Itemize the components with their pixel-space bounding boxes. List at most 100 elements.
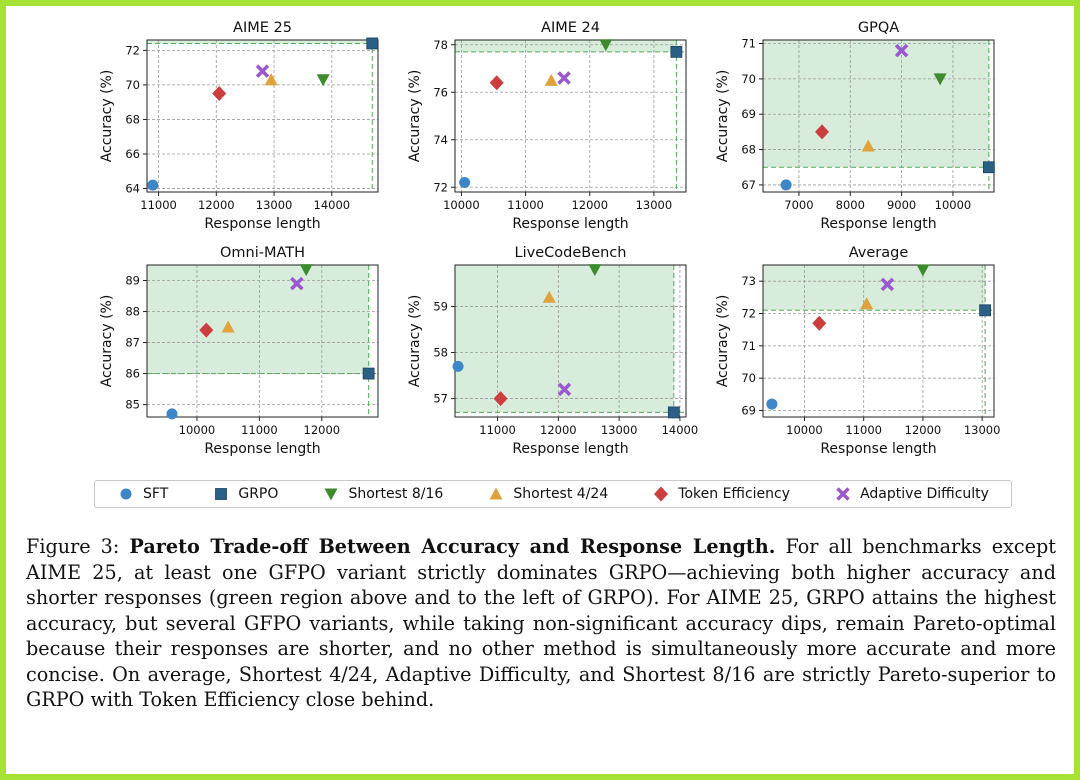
y-tick-label: 58	[433, 346, 448, 360]
point-adaptive-difficulty	[255, 64, 270, 78]
point-grpo	[667, 406, 680, 419]
point-shortest-4-24	[544, 73, 558, 86]
y-axis-label: Accuracy (%)	[407, 70, 423, 163]
x-axis-label: Response length	[512, 216, 628, 232]
y-tick-label: 76	[433, 85, 448, 99]
legend-label: Adaptive Difficulty	[860, 486, 989, 502]
panel-aime-25: 11000 12000 13000 14000 64 66 68 70 72 AIME 25 Res…	[99, 20, 379, 232]
caption-body: For all benchmarks except AIME 25, at le…	[26, 535, 1056, 711]
point-adaptive-difficulty	[557, 71, 571, 85]
legend-marker-token-efficiency	[654, 486, 669, 502]
x-axis-label: Response length	[820, 216, 936, 232]
panel-livecodebench: 11000 12000 13000 14000 57 58 59 LiveCodeBench R…	[407, 245, 698, 457]
legend-label: Token Efficiency	[678, 486, 791, 502]
point-token-efficiency	[212, 86, 227, 102]
figure-caption: Figure 3: Pareto Trade-off Between Accur…	[26, 534, 1056, 713]
x-tick-label: 12000	[571, 198, 608, 212]
x-tick-label: 13000	[964, 423, 1001, 437]
x-tick-label: 14000	[314, 198, 351, 212]
axes-frame	[454, 264, 687, 418]
panel-aime-24: 10000 11000 12000 13000 72 74 76 78 AIME 24 Respo…	[407, 20, 687, 232]
y-tick-label: 87	[125, 336, 140, 350]
y-tick-label: 71	[741, 37, 756, 51]
legend-marker-shortest-4-24	[489, 487, 503, 500]
panel-gpqa: 7000 8000 9000 10000 67 68 69 70 71 GPQA Response …	[715, 20, 995, 232]
x-tick-label: 13000	[636, 198, 673, 212]
legend-marker-grpo	[215, 488, 228, 500]
point-sft	[452, 360, 464, 372]
legend-marker-shape	[215, 488, 228, 500]
y-tick-label: 72	[741, 307, 756, 321]
panel-title: AIME 24	[541, 20, 600, 36]
point-shortest-8-16	[933, 73, 947, 86]
x-tick-label: 11000	[140, 198, 177, 212]
x-axis-label: Response length	[204, 441, 320, 457]
panel-title: Omni-MATH	[220, 245, 305, 261]
point-grpo	[982, 161, 995, 174]
point-sft	[166, 408, 178, 420]
panel-title: LiveCodeBench	[515, 245, 627, 261]
x-tick-label: 12000	[905, 423, 942, 437]
pareto-region	[763, 265, 986, 311]
point-adaptive-difficulty	[894, 43, 909, 58]
legend-label: SFT	[143, 486, 169, 502]
caption-title: Pareto Trade-off Between Accuracy and Re…	[129, 535, 776, 558]
legend-item-adaptive-difficulty: Adaptive Difficulty	[834, 485, 989, 503]
y-axis-label: Accuracy (%)	[715, 70, 731, 163]
y-tick-label: 68	[125, 112, 140, 126]
y-tick-label: 88	[125, 305, 140, 319]
y-tick-label: 69	[741, 404, 756, 418]
y-tick-label: 72	[433, 180, 448, 194]
legend-item-shortest-4-24: Shortest 4/24	[487, 485, 608, 503]
point-sft	[766, 398, 778, 410]
point-token-efficiency	[493, 391, 508, 407]
y-axis-label: Accuracy (%)	[407, 295, 423, 388]
y-tick-label: 57	[433, 392, 448, 406]
pareto-region	[763, 40, 989, 168]
axes-frame	[454, 39, 687, 193]
y-tick-label: 86	[125, 367, 140, 381]
x-tick-label: 9000	[887, 198, 916, 212]
legend-item-sft: SFT	[117, 485, 168, 503]
legend-item-grpo: GRPO	[212, 485, 278, 503]
y-tick-label: 66	[125, 147, 140, 161]
legend-item-shortest-8-16: Shortest 8/16	[322, 485, 443, 503]
y-axis-label: Accuracy (%)	[99, 70, 115, 163]
point-grpo	[366, 37, 379, 50]
point-shortest-8-16	[316, 74, 330, 87]
axes-frame	[146, 264, 379, 418]
legend-marker-shape	[120, 488, 132, 500]
point-grpo	[670, 45, 683, 58]
y-tick-label: 69	[741, 107, 756, 121]
legend-marker-shape	[324, 488, 338, 501]
point-shortest-8-16	[299, 264, 313, 277]
legend-marker-shortest-8-16	[324, 488, 338, 501]
legend-marker-adaptive-difficulty	[836, 487, 850, 501]
y-tick-label: 71	[741, 339, 756, 353]
point-sft	[459, 177, 471, 188]
point-shortest-4-24	[542, 290, 556, 303]
point-shortest-4-24	[860, 297, 874, 310]
panel-average: 10000 11000 12000 13000 69 70 71 72 73 Average Res…	[715, 245, 1000, 457]
x-tick-label: 12000	[540, 423, 577, 437]
x-tick-label: 12000	[198, 198, 235, 212]
x-tick-label: 10000	[786, 423, 823, 437]
legend: SFT GRPO Shortest 8/16 Shortest 4/24 Token E…	[94, 480, 1012, 508]
point-grpo	[979, 304, 992, 317]
y-tick-label: 64	[125, 182, 140, 196]
axes-frame	[146, 39, 379, 193]
y-tick-label: 85	[125, 398, 140, 412]
panel-omni-math: 10000 11000 12000 85 86 87 88 89 Omni-MATH Respon…	[99, 245, 379, 457]
legend-label: GRPO	[238, 486, 279, 502]
point-adaptive-difficulty	[880, 277, 895, 292]
figure-panels: 11000 12000 13000 14000 64 66 68 70 72 AIME 25 Res…	[99, 20, 1000, 457]
point-sft	[147, 179, 159, 191]
y-tick-label: 74	[433, 133, 448, 147]
x-axis-label: Response length	[820, 441, 936, 457]
x-tick-label: 12000	[304, 423, 341, 437]
legend-marker-shape	[489, 487, 503, 500]
x-tick-label: 10000	[443, 198, 480, 212]
x-tick-label: 8000	[836, 198, 865, 212]
point-shortest-4-24	[264, 73, 278, 86]
y-axis-label: Accuracy (%)	[715, 295, 731, 388]
